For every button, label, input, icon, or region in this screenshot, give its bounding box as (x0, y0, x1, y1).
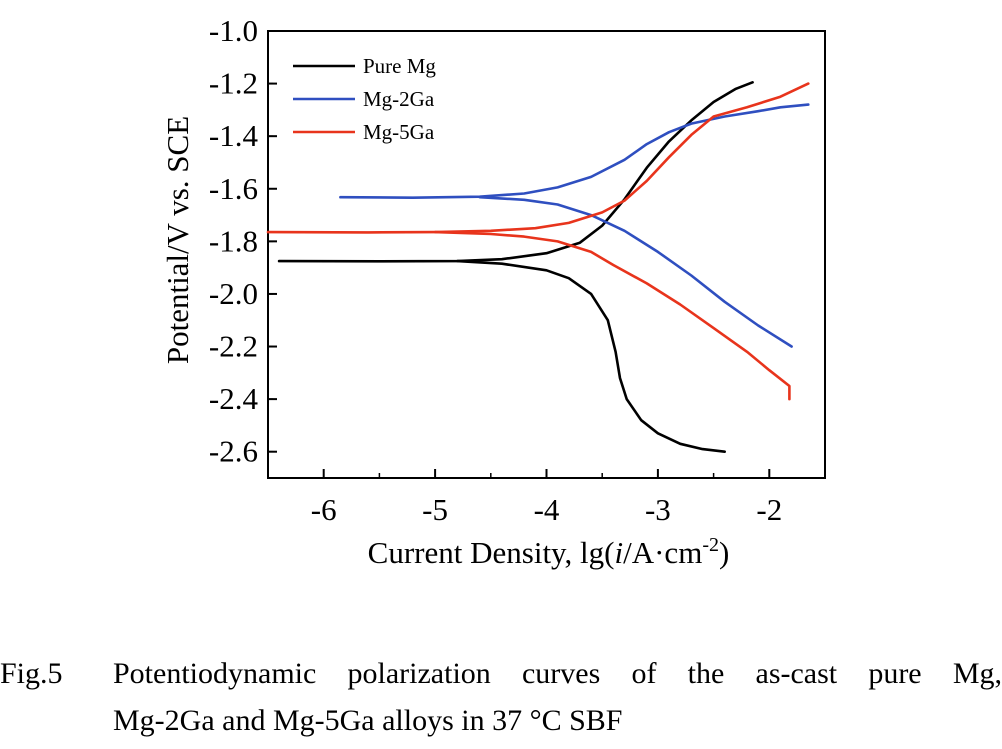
polarization-chart: -6 -5 -4 -3 -2 -2.6 -2.4 -2.2 -2.0 -1.8 -1.6 -1.4 -1… (160, 13, 826, 570)
y-tick-label: -1.8 (209, 223, 258, 258)
x-axis-label: Current Density, lg(i/A·cm-2) (368, 534, 730, 570)
caption-text-line-1: Potentiodynamic polarization curves of t… (113, 657, 1002, 690)
caption-label: Fig.5 (0, 657, 63, 690)
legend-label-mg-5ga: Mg-5Ga (363, 120, 435, 144)
x-tick-label: -3 (645, 492, 671, 527)
caption-line-2: Mg-2Ga and Mg-5Ga alloys in 37 °C SBF (0, 697, 1002, 744)
x-tick-label: -6 (311, 492, 337, 527)
figure-caption: Fig.5 Potentiodynamic polarization curve… (0, 650, 1002, 744)
y-tick-label: -1.2 (209, 66, 258, 101)
y-tick-label: -1.0 (209, 13, 258, 48)
x-tick-label: -4 (534, 492, 560, 527)
series-line-pure-mg-anodic (277, 81, 754, 263)
y-tick-label: -1.6 (209, 171, 258, 206)
y-axis-label: Potential/V vs. SCE (160, 116, 195, 364)
series-line-pure-mg-cathodic (456, 259, 726, 453)
caption-line-1: Fig.5 Potentiodynamic polarization curve… (0, 650, 1002, 697)
y-tick-label: -2.2 (209, 329, 258, 364)
y-tick-label: -2.6 (209, 434, 258, 469)
series-line-mg-2ga-cathodic (478, 195, 793, 348)
legend-label-mg-2ga: Mg-2Ga (363, 87, 435, 111)
y-tick-label: -2.0 (209, 276, 258, 311)
legend-label-pure-mg: Pure Mg (363, 54, 436, 78)
series-line-mg-5ga-anodic (266, 82, 810, 234)
series-line-mg-2ga-anodic (339, 103, 810, 199)
y-tick-label: -2.4 (209, 381, 259, 416)
chart-figure: -6 -5 -4 -3 -2 -2.6 -2.4 -2.2 -2.0 -1.8 -1.6 -1.4 -1… (160, 13, 826, 570)
caption-text-line-2: Mg-2Ga and Mg-5Ga alloys in 37 °C SBF (113, 704, 623, 737)
x-tick-label: -5 (422, 492, 448, 527)
x-tick-label: -2 (756, 492, 782, 527)
y-tick-label: -1.4 (209, 118, 259, 153)
series-line-mg-5ga-cathodic (433, 230, 791, 401)
